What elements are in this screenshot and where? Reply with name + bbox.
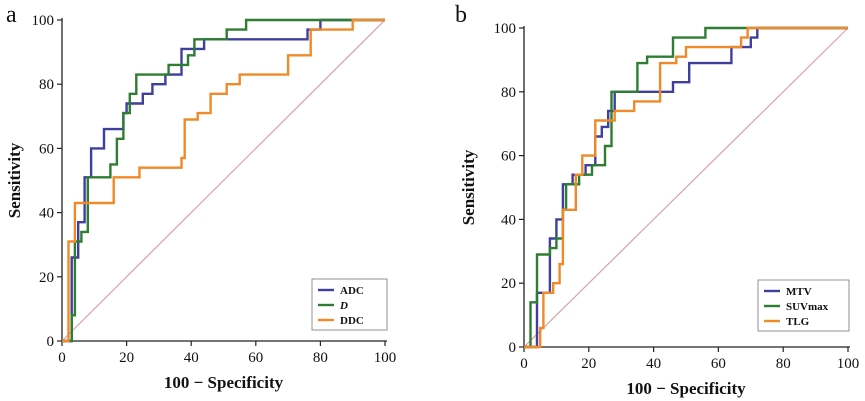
x-tick-label: 40	[184, 350, 199, 366]
x-tick-label: 100	[374, 350, 397, 366]
y-tick-label: 80	[39, 77, 54, 93]
panel-label: b	[455, 2, 467, 28]
x-axis-title: 100 − Specificity	[164, 373, 284, 392]
y-tick-label: 20	[501, 276, 516, 292]
panel-a: a 0 20 40 60 80 100 0 20 40 60 80 100 100 − Specifici…	[5, 2, 396, 392]
x-tick-label: 20	[581, 356, 596, 372]
legend-label-adc: ADC	[340, 285, 364, 297]
y-tick-label: 0	[509, 340, 517, 356]
legend-label-mtv: MTV	[786, 286, 812, 298]
x-tick-label: 80	[313, 350, 328, 366]
y-tick-label: 80	[501, 85, 516, 101]
y-tick-label: 0	[47, 334, 55, 350]
x-tick-label: 0	[520, 356, 528, 372]
legend-label-tlg: TLG	[786, 316, 810, 328]
x-tick-label: 60	[711, 356, 726, 372]
x-tick-label: 80	[776, 356, 791, 372]
y-tick-label: 100	[32, 13, 55, 29]
y-axis-title: Sensitivity	[5, 142, 24, 218]
legend: MTV SUVmax TLG	[757, 279, 850, 332]
legend: ADC D DDC	[311, 278, 388, 331]
reference-diagonal-line	[523, 27, 849, 348]
x-tick-label: 20	[119, 350, 134, 366]
y-tick-label: 100	[494, 21, 517, 37]
x-tick-label: 0	[58, 350, 66, 366]
roc-curve-mtv	[524, 26, 848, 349]
roc-curve-suvmax	[524, 26, 848, 349]
y-tick-label: 60	[501, 149, 516, 165]
reference-diagonal-line	[61, 19, 386, 342]
x-axis-title: 100 − Specificity	[626, 379, 746, 398]
x-tick-label: 100	[837, 356, 860, 372]
x-tick-label: 40	[646, 356, 661, 372]
y-tick-label: 40	[39, 206, 54, 222]
y-tick-label: 40	[501, 212, 516, 228]
y-tick-label: 60	[39, 141, 54, 157]
legend-box	[311, 278, 388, 331]
legend-label-d: D	[339, 300, 348, 312]
roc-curve-ddc	[62, 18, 385, 343]
panel-b: b 0 20 40 60 80 100 0 20 40 60 80 100 100 − Specifici…	[455, 2, 859, 398]
y-tick-label: 20	[39, 270, 54, 286]
legend-label-ddc: DDC	[340, 315, 364, 327]
y-axis-title: Sensitivity	[459, 149, 478, 225]
x-tick-label: 60	[248, 350, 263, 366]
panel-label: a	[6, 2, 17, 28]
roc-curve-tlg	[524, 26, 848, 349]
roc-curve-d	[62, 18, 385, 343]
legend-label-suvmax: SUVmax	[786, 301, 829, 313]
